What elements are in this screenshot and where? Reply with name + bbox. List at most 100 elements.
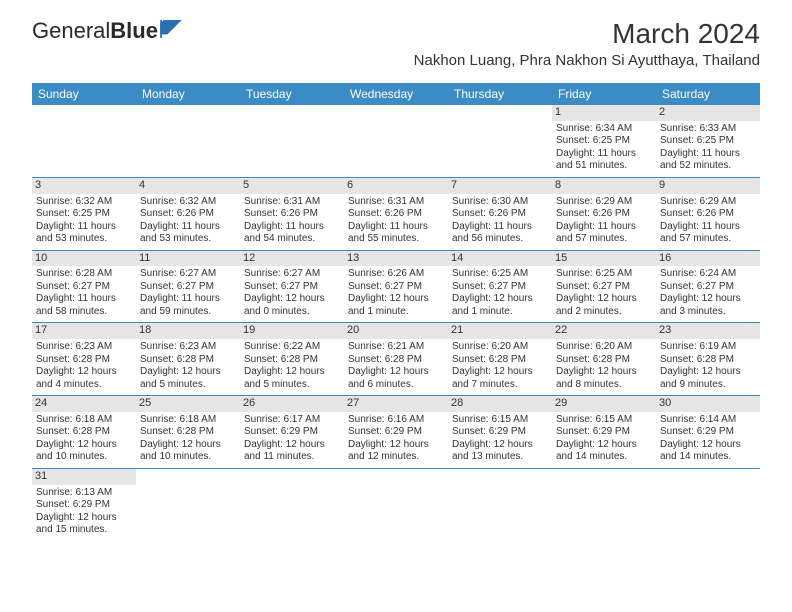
calendar-empty-cell (32, 105, 136, 177)
day-detail-line: Sunset: 6:27 PM (452, 281, 548, 294)
day-number: 31 (32, 469, 136, 485)
day-detail-line: Sunset: 6:28 PM (556, 354, 652, 367)
day-detail-line: Sunset: 6:28 PM (452, 354, 548, 367)
calendar-day-cell: 15Sunrise: 6:25 AMSunset: 6:27 PMDayligh… (552, 250, 656, 323)
day-detail-line: Sunset: 6:27 PM (556, 281, 652, 294)
logo-text-part2: Blue (110, 18, 158, 43)
day-number: 23 (656, 323, 760, 339)
day-detail-line: Sunrise: 6:21 AM (348, 341, 444, 354)
weekday-header: Tuesday (240, 83, 344, 105)
day-detail-line: Sunset: 6:27 PM (140, 281, 236, 294)
day-detail-line: and 10 minutes. (36, 451, 132, 464)
day-detail-line: Sunset: 6:26 PM (140, 208, 236, 221)
calendar-empty-cell (448, 105, 552, 177)
day-detail-line: and 6 minutes. (348, 379, 444, 392)
calendar-day-cell: 28Sunrise: 6:15 AMSunset: 6:29 PMDayligh… (448, 396, 552, 469)
calendar-empty-cell (344, 468, 448, 540)
day-detail-line: Sunrise: 6:15 AM (452, 414, 548, 427)
day-detail-line: Sunrise: 6:17 AM (244, 414, 340, 427)
calendar-week-row: 1Sunrise: 6:34 AMSunset: 6:25 PMDaylight… (32, 105, 760, 177)
calendar-week-row: 3Sunrise: 6:32 AMSunset: 6:25 PMDaylight… (32, 177, 760, 250)
day-detail-line: Sunset: 6:26 PM (244, 208, 340, 221)
day-detail-line: Sunset: 6:29 PM (660, 426, 756, 439)
day-detail-line: and 14 minutes. (660, 451, 756, 464)
day-detail-line: and 10 minutes. (140, 451, 236, 464)
day-detail-line: and 2 minutes. (556, 306, 652, 319)
day-detail-line: Sunset: 6:28 PM (140, 354, 236, 367)
day-detail-line: Sunset: 6:29 PM (452, 426, 548, 439)
calendar-empty-cell (344, 105, 448, 177)
day-detail-line: Daylight: 11 hours (140, 293, 236, 306)
logo: GeneralBlue (32, 18, 182, 44)
day-detail-line: and 59 minutes. (140, 306, 236, 319)
day-detail-line: and 4 minutes. (36, 379, 132, 392)
day-detail-line: Sunrise: 6:23 AM (140, 341, 236, 354)
day-number: 2 (656, 105, 760, 121)
calendar-day-cell: 9Sunrise: 6:29 AMSunset: 6:26 PMDaylight… (656, 177, 760, 250)
day-detail-line: Sunset: 6:26 PM (660, 208, 756, 221)
calendar-day-cell: 13Sunrise: 6:26 AMSunset: 6:27 PMDayligh… (344, 250, 448, 323)
day-detail-line: Daylight: 12 hours (452, 439, 548, 452)
day-detail-line: and 58 minutes. (36, 306, 132, 319)
day-detail-line: and 53 minutes. (140, 233, 236, 246)
day-detail-line: and 7 minutes. (452, 379, 548, 392)
day-detail-line: Sunrise: 6:16 AM (348, 414, 444, 427)
day-detail-line: Sunrise: 6:34 AM (556, 123, 652, 136)
day-number: 29 (552, 396, 656, 412)
day-detail-line: and 9 minutes. (660, 379, 756, 392)
day-detail-line: Daylight: 12 hours (556, 439, 652, 452)
day-detail-line: Sunrise: 6:22 AM (244, 341, 340, 354)
day-detail-line: Daylight: 12 hours (36, 366, 132, 379)
day-detail-line: Sunrise: 6:20 AM (452, 341, 548, 354)
day-detail-line: and 57 minutes. (556, 233, 652, 246)
day-detail-line: Daylight: 11 hours (348, 221, 444, 234)
day-detail-line: Daylight: 11 hours (244, 221, 340, 234)
calendar-day-cell: 23Sunrise: 6:19 AMSunset: 6:28 PMDayligh… (656, 323, 760, 396)
day-detail-line: Sunrise: 6:33 AM (660, 123, 756, 136)
weekday-header: Friday (552, 83, 656, 105)
day-detail-line: and 0 minutes. (244, 306, 340, 319)
calendar-header-row: SundayMondayTuesdayWednesdayThursdayFrid… (32, 83, 760, 105)
day-detail-line: Sunset: 6:28 PM (36, 426, 132, 439)
day-detail-line: Daylight: 11 hours (452, 221, 548, 234)
day-detail-line: Sunset: 6:27 PM (36, 281, 132, 294)
day-number: 30 (656, 396, 760, 412)
weekday-header: Thursday (448, 83, 552, 105)
day-detail-line: Daylight: 11 hours (556, 148, 652, 161)
day-detail-line: and 51 minutes. (556, 160, 652, 173)
day-detail-line: Sunset: 6:25 PM (660, 135, 756, 148)
day-detail-line: Sunset: 6:29 PM (556, 426, 652, 439)
calendar-day-cell: 17Sunrise: 6:23 AMSunset: 6:28 PMDayligh… (32, 323, 136, 396)
day-detail-line: Sunrise: 6:25 AM (452, 268, 548, 281)
logo-text: GeneralBlue (32, 18, 158, 44)
day-detail-line: and 1 minute. (452, 306, 548, 319)
day-detail-line: Sunrise: 6:18 AM (36, 414, 132, 427)
calendar-day-cell: 27Sunrise: 6:16 AMSunset: 6:29 PMDayligh… (344, 396, 448, 469)
flag-icon (160, 20, 182, 38)
title-block: March 2024 Nakhon Luang, Phra Nakhon Si … (414, 18, 760, 69)
day-detail-line: Daylight: 11 hours (36, 221, 132, 234)
calendar-day-cell: 14Sunrise: 6:25 AMSunset: 6:27 PMDayligh… (448, 250, 552, 323)
day-detail-line: Daylight: 12 hours (452, 366, 548, 379)
day-detail-line: Sunrise: 6:29 AM (660, 196, 756, 209)
day-number: 9 (656, 178, 760, 194)
day-detail-line: Sunrise: 6:26 AM (348, 268, 444, 281)
day-detail-line: Sunset: 6:27 PM (348, 281, 444, 294)
day-number: 26 (240, 396, 344, 412)
day-detail-line: Sunset: 6:29 PM (36, 499, 132, 512)
day-detail-line: Sunrise: 6:23 AM (36, 341, 132, 354)
day-number: 6 (344, 178, 448, 194)
day-detail-line: Daylight: 12 hours (660, 439, 756, 452)
day-detail-line: Daylight: 11 hours (36, 293, 132, 306)
day-detail-line: Sunset: 6:26 PM (348, 208, 444, 221)
day-detail-line: Daylight: 11 hours (140, 221, 236, 234)
day-detail-line: and 8 minutes. (556, 379, 652, 392)
day-detail-line: Daylight: 12 hours (36, 439, 132, 452)
day-detail-line: Sunset: 6:28 PM (36, 354, 132, 367)
calendar-day-cell: 19Sunrise: 6:22 AMSunset: 6:28 PMDayligh… (240, 323, 344, 396)
day-detail-line: Sunset: 6:28 PM (244, 354, 340, 367)
calendar-week-row: 10Sunrise: 6:28 AMSunset: 6:27 PMDayligh… (32, 250, 760, 323)
day-detail-line: Daylight: 12 hours (244, 293, 340, 306)
header: GeneralBlue March 2024 Nakhon Luang, Phr… (0, 0, 792, 75)
day-number: 4 (136, 178, 240, 194)
